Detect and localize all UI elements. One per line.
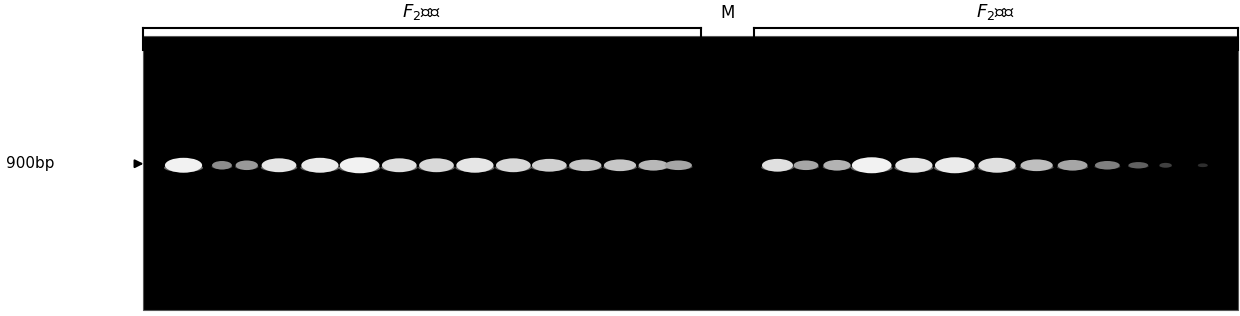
Ellipse shape	[977, 164, 1017, 172]
Ellipse shape	[300, 164, 340, 172]
Ellipse shape	[418, 164, 455, 172]
Ellipse shape	[794, 164, 818, 170]
Ellipse shape	[851, 163, 893, 173]
Ellipse shape	[822, 164, 852, 170]
Ellipse shape	[1021, 159, 1053, 171]
Ellipse shape	[531, 164, 568, 171]
Ellipse shape	[382, 158, 417, 172]
Ellipse shape	[637, 164, 670, 170]
Ellipse shape	[823, 160, 851, 171]
Ellipse shape	[1198, 163, 1208, 167]
Ellipse shape	[794, 161, 818, 170]
Ellipse shape	[761, 164, 794, 171]
Ellipse shape	[761, 159, 794, 172]
Bar	[143, 36, 1238, 310]
Ellipse shape	[1019, 164, 1054, 171]
Ellipse shape	[569, 159, 601, 171]
Text: 900bp: 900bp	[6, 156, 55, 171]
Ellipse shape	[495, 164, 532, 172]
Text: $F_2$群体: $F_2$群体	[402, 2, 441, 22]
Ellipse shape	[532, 159, 567, 172]
Ellipse shape	[1095, 161, 1120, 169]
Ellipse shape	[455, 164, 495, 172]
Ellipse shape	[603, 164, 637, 171]
Ellipse shape	[262, 158, 296, 172]
Ellipse shape	[663, 164, 693, 170]
Ellipse shape	[604, 159, 636, 171]
Ellipse shape	[1128, 165, 1148, 168]
Ellipse shape	[568, 164, 603, 171]
Ellipse shape	[935, 157, 975, 173]
Ellipse shape	[639, 160, 668, 171]
Ellipse shape	[1159, 163, 1172, 168]
Ellipse shape	[340, 157, 379, 173]
Ellipse shape	[1159, 165, 1172, 167]
Ellipse shape	[381, 164, 418, 172]
Ellipse shape	[1128, 162, 1148, 168]
Ellipse shape	[496, 158, 531, 172]
Ellipse shape	[260, 164, 298, 172]
Ellipse shape	[419, 158, 454, 172]
Ellipse shape	[165, 158, 202, 173]
Ellipse shape	[665, 161, 692, 170]
Text: $F_2$群体: $F_2$群体	[976, 2, 1016, 22]
Ellipse shape	[852, 157, 892, 173]
Ellipse shape	[236, 161, 258, 170]
Text: M: M	[720, 4, 735, 22]
Ellipse shape	[1058, 160, 1087, 171]
Ellipse shape	[212, 161, 232, 169]
Ellipse shape	[1056, 164, 1089, 170]
Ellipse shape	[1198, 165, 1208, 167]
Ellipse shape	[456, 158, 494, 173]
Ellipse shape	[236, 164, 258, 170]
Ellipse shape	[339, 163, 381, 173]
Ellipse shape	[1094, 164, 1121, 169]
Ellipse shape	[164, 164, 203, 172]
Ellipse shape	[895, 158, 932, 173]
Ellipse shape	[212, 164, 232, 169]
Ellipse shape	[978, 158, 1016, 173]
Ellipse shape	[301, 158, 339, 173]
Ellipse shape	[894, 164, 934, 172]
Ellipse shape	[934, 163, 976, 173]
